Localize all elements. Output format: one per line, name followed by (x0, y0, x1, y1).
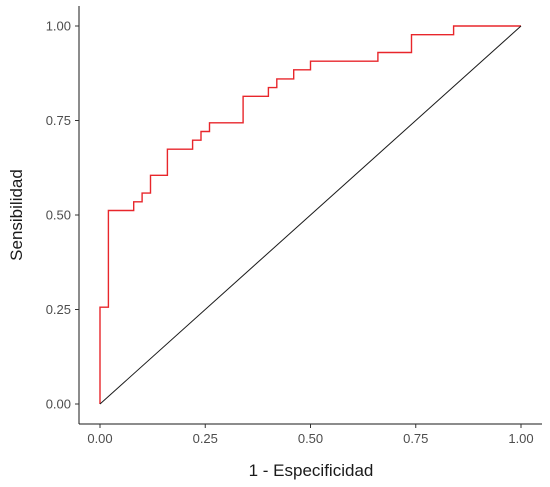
x-tick-label: 0.75 (403, 431, 428, 446)
y-axis: 0.00 0.25 0.50 0.75 1.00 (46, 6, 80, 424)
x-axis-title: 1 - Especificidad (249, 461, 374, 480)
reference-diagonal-line (99, 25, 522, 405)
y-tick-label: 0.50 (46, 208, 71, 223)
roc-curve-line (99, 25, 521, 404)
x-tick-label: 0.50 (298, 431, 323, 446)
y-axis-title: Sensibilidad (7, 169, 26, 261)
x-axis: 0.00 0.25 0.50 0.75 1.00 (79, 423, 542, 446)
x-tick-label: 0.25 (193, 431, 218, 446)
y-tick-label: 0.00 (46, 397, 71, 412)
x-tick-label: 0.00 (87, 431, 112, 446)
y-tick-label: 0.25 (46, 302, 71, 317)
y-tick-label: 0.75 (46, 113, 71, 128)
plot-area (99, 25, 522, 405)
y-tick-label: 1.00 (46, 19, 71, 34)
x-tick-label: 1.00 (508, 431, 533, 446)
